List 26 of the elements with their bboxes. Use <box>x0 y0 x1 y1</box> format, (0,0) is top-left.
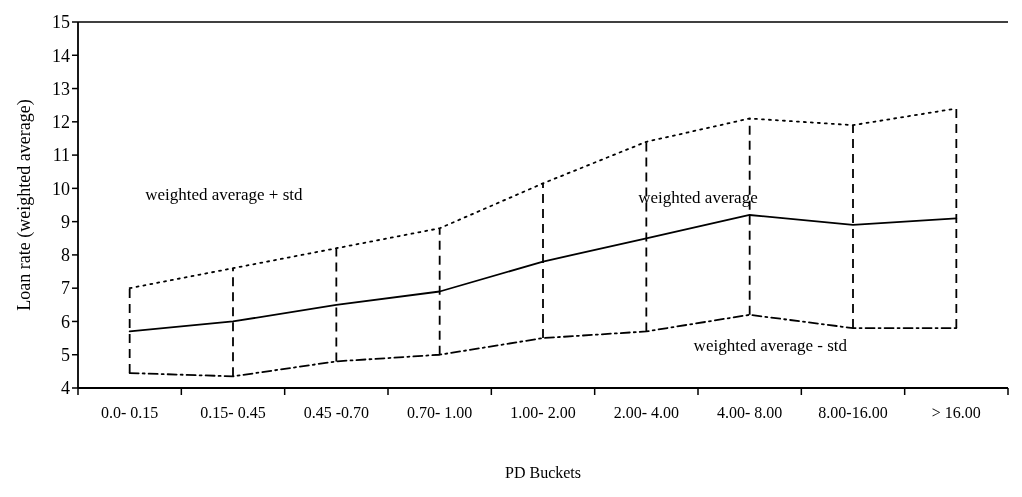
y-tick-label: 14 <box>52 45 70 66</box>
y-axis-title: Loan rate (weighted average) <box>14 99 35 311</box>
series-label: weighted average - std <box>693 336 848 356</box>
y-tick-label: 6 <box>61 311 70 332</box>
y-tick-label: 13 <box>52 78 70 99</box>
x-axis-title: PD Buckets <box>505 464 581 481</box>
x-tick-label: > 16.00 <box>931 404 981 421</box>
x-tick-label: 0.45 -0.70 <box>303 404 369 421</box>
y-tick-label: 11 <box>52 145 70 166</box>
x-tick-label: 1.00- 2.00 <box>510 404 576 421</box>
y-tick-label: 12 <box>52 112 70 133</box>
y-tick-label: 9 <box>61 211 70 232</box>
x-tick-label: 0.0- 0.15 <box>101 404 159 421</box>
text: weighted average + std <box>145 185 303 205</box>
x-tick-label: 0.70- 1.00 <box>407 404 473 421</box>
x-tick-label: 8.00-16.00 <box>818 404 888 421</box>
y-tick-label: 8 <box>61 245 70 266</box>
x-tick-label: 2.00- 4.00 <box>613 404 679 421</box>
series-label: weighted average <box>638 187 758 207</box>
x-tick-label: 0.15- 0.45 <box>200 404 266 421</box>
y-tick-label: 5 <box>61 345 70 366</box>
y-tick-label: 7 <box>61 278 70 299</box>
x-tick-label: 4.00- 8.00 <box>717 404 783 421</box>
y-tick-label: 10 <box>52 178 70 199</box>
y-tick-label: 15 <box>52 12 70 33</box>
y-tick-label: 4 <box>61 378 70 399</box>
